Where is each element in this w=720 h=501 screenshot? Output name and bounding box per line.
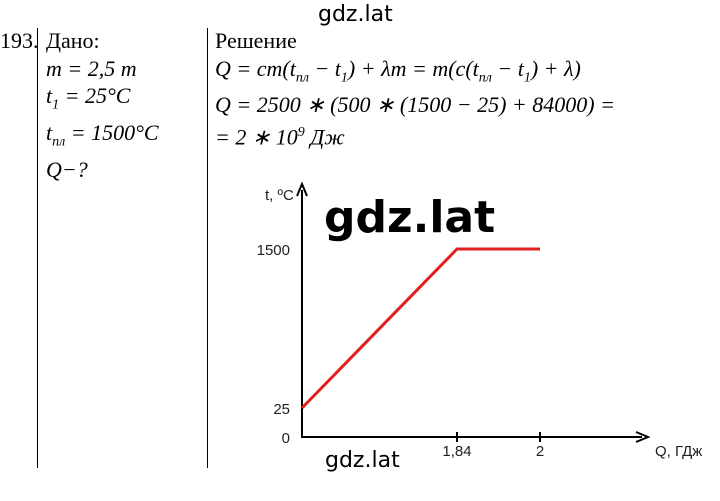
watermark: gdz.lat bbox=[324, 192, 495, 243]
watermark: gdz.lat bbox=[325, 448, 400, 473]
y-tick-label: 1500 bbox=[257, 242, 290, 259]
subscript: пл bbox=[295, 69, 309, 85]
problem-number: 193. bbox=[0, 28, 39, 53]
text-line: m = 2,5 т bbox=[46, 55, 159, 83]
text: Q = 2500 ∗ (500 ∗ (1500 − 25) + 84000) = bbox=[215, 92, 615, 118]
given-lines: m = 2,5 т t1 = 25°C tпл = 1500°C Q−? bbox=[46, 55, 159, 184]
x-tick-label: 1,84 bbox=[442, 443, 471, 460]
y-tick-label: 25 bbox=[273, 401, 290, 418]
solution-title: Решение bbox=[215, 28, 297, 53]
watermark: gdz.lat bbox=[318, 2, 393, 27]
subscript: 1 bbox=[340, 69, 348, 85]
text: = 1500°C bbox=[65, 119, 159, 145]
text: Дж bbox=[304, 124, 345, 150]
text: Q−? bbox=[46, 156, 88, 182]
y-tick-label: 0 bbox=[282, 430, 290, 447]
text-line: Q = cm(tпл − t1) + λm = m(c(tпл − t1) + … bbox=[215, 55, 615, 92]
text: ) + λm = m(c(t bbox=[347, 55, 479, 81]
y-axis-label: t, ºC bbox=[265, 187, 294, 204]
superscript: 9 bbox=[297, 124, 305, 140]
given-title: Дано: bbox=[46, 28, 100, 53]
subscript: пл bbox=[52, 134, 66, 150]
text: t bbox=[46, 119, 53, 145]
solution: Решение Q = cm(tпл − t1) + λm = m(c(tпл … bbox=[215, 27, 615, 151]
text: = 25°C bbox=[59, 83, 131, 108]
text: Q = cm(t bbox=[215, 55, 296, 81]
text: = 2 ∗ 10 bbox=[215, 124, 298, 150]
text-line: tпл = 1500°C bbox=[46, 119, 159, 156]
x-arrow bbox=[635, 431, 651, 443]
subscript: 1 bbox=[523, 69, 531, 85]
text-line: = 2 ∗ 109 Дж bbox=[215, 119, 615, 151]
text: m = 2,5 т bbox=[46, 55, 137, 81]
text-line: Q = 2500 ∗ (500 ∗ (1500 − 25) + 84000) = bbox=[215, 91, 615, 119]
x-axis-label: Q, ГДж bbox=[655, 443, 702, 460]
subscript: пл bbox=[478, 69, 492, 85]
text: − t bbox=[491, 55, 524, 81]
given: Дано: m = 2,5 т t1 = 25°C tпл = 1500°C Q−? bbox=[46, 27, 159, 183]
text: t bbox=[46, 83, 53, 108]
subscript: 1 bbox=[52, 97, 60, 113]
text: ) + λ) bbox=[530, 55, 581, 81]
y-arrow bbox=[296, 181, 308, 197]
x-tick-label: 2 bbox=[536, 443, 544, 460]
divider bbox=[37, 28, 38, 468]
divider bbox=[207, 28, 208, 468]
text-line: t1 = 25°C bbox=[46, 82, 159, 119]
data-line bbox=[300, 247, 540, 410]
text: − t bbox=[308, 55, 341, 81]
solution-lines: Q = cm(tпл − t1) + λm = m(c(tпл − t1) + … bbox=[215, 55, 615, 151]
text-line: Q−? bbox=[46, 156, 159, 184]
